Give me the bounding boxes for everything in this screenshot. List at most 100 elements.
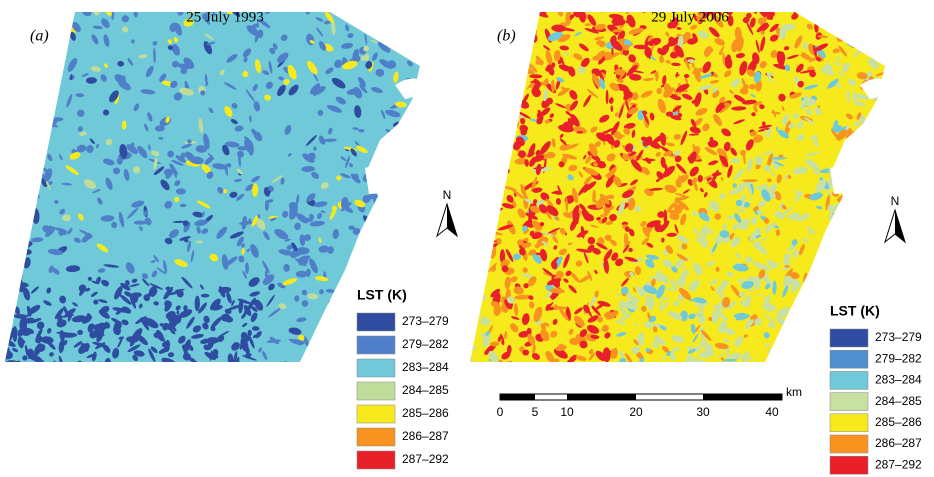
map-patch <box>886 7 896 16</box>
map-patch <box>89 138 95 145</box>
map-patch <box>5 234 13 245</box>
map-patch <box>573 53 583 61</box>
map-patch <box>476 168 482 175</box>
map-patch <box>474 102 482 109</box>
map-patch <box>742 179 758 183</box>
map-patch <box>706 178 713 184</box>
map-patch <box>370 87 383 94</box>
map-patch <box>613 176 622 187</box>
map-patch <box>618 301 626 309</box>
map-patch <box>241 312 247 319</box>
map-patch <box>676 206 684 214</box>
map-patch <box>817 35 829 39</box>
map-patch <box>246 25 259 36</box>
map-patch <box>471 239 482 245</box>
map-patch <box>588 352 595 361</box>
map-patch <box>690 24 698 30</box>
map-patch <box>31 157 37 163</box>
map-patch <box>881 282 885 289</box>
map-patch <box>857 288 864 295</box>
map-patch <box>18 263 23 280</box>
scale-label: 5 <box>532 405 539 419</box>
map-patch <box>318 237 322 243</box>
map-patch <box>13 58 19 62</box>
map-patch <box>122 26 129 33</box>
map-patch <box>836 229 852 233</box>
map-patch <box>176 310 180 315</box>
map-patch <box>307 60 318 75</box>
map-patch <box>7 236 14 244</box>
map-patch <box>367 249 379 257</box>
map-patch <box>129 283 140 287</box>
map-patch <box>22 225 29 239</box>
map-patch <box>508 135 512 140</box>
map-patch <box>583 181 597 192</box>
map-patch <box>123 168 130 181</box>
legend-swatch <box>356 450 396 470</box>
map-patch <box>484 18 494 28</box>
map-patch <box>580 225 585 239</box>
map-patch <box>58 154 63 161</box>
map-patch <box>225 256 238 266</box>
map-patch <box>755 79 762 92</box>
map-patch <box>470 14 475 22</box>
map-patch <box>342 281 353 294</box>
map-patch <box>574 31 582 37</box>
map-patch <box>0 221 6 234</box>
map-patch <box>814 16 820 21</box>
map-patch <box>628 27 644 35</box>
map-patch <box>174 288 185 292</box>
legend-label: 283–284 <box>402 360 449 374</box>
map-patch <box>803 12 811 17</box>
map-patch <box>839 153 847 166</box>
legend-swatch <box>356 358 396 378</box>
map-patch <box>763 332 770 339</box>
map-patch <box>755 39 760 53</box>
map-patch <box>267 199 274 203</box>
map-patch <box>420 292 426 308</box>
map-patch <box>781 335 792 347</box>
map-patch <box>630 69 644 74</box>
map-patch <box>732 183 738 188</box>
map-patch <box>663 249 668 256</box>
map-patch <box>722 358 738 362</box>
map-patch <box>480 173 486 181</box>
map-patch <box>99 362 110 371</box>
map-patch <box>347 33 354 39</box>
map-patch <box>766 71 773 84</box>
map-patch <box>587 0 594 7</box>
map-patch <box>250 312 258 323</box>
map-patch <box>63 339 68 346</box>
map-patch <box>354 141 360 146</box>
map-patch <box>711 201 720 212</box>
map-patch <box>300 217 314 223</box>
map-patch <box>634 322 638 327</box>
map-patch <box>882 315 885 320</box>
map-patch <box>374 0 386 12</box>
map-patch <box>41 336 54 344</box>
map-patch <box>480 315 486 325</box>
map-patch <box>100 215 115 222</box>
map-patch <box>559 227 566 235</box>
map-patch <box>98 299 108 304</box>
map-patch <box>863 162 869 172</box>
map-patch <box>504 276 511 290</box>
map-patch <box>495 118 502 125</box>
map-patch <box>313 146 317 151</box>
map-patch <box>0 133 6 144</box>
map-patch <box>638 3 647 11</box>
map-patch <box>131 0 139 5</box>
scale-label: 20 <box>629 405 643 419</box>
map-patch <box>733 119 745 125</box>
map-patch <box>161 6 167 12</box>
map-patch <box>477 0 491 13</box>
map-patch <box>868 148 877 155</box>
map-patch <box>857 260 869 270</box>
map-patch <box>612 0 622 11</box>
map-patch <box>887 247 895 260</box>
map-patch <box>585 155 593 164</box>
map-patch <box>648 301 654 311</box>
map-patch <box>17 336 25 348</box>
map-patch <box>100 366 105 369</box>
map-patch <box>570 113 580 128</box>
